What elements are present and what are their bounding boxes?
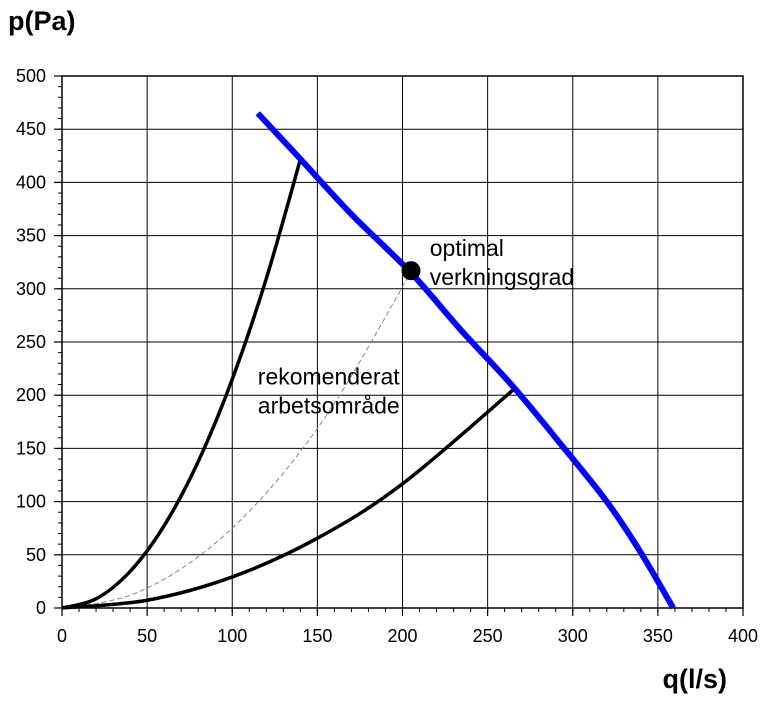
annotation-line: optimal bbox=[430, 235, 504, 261]
y-tick-label: 350 bbox=[16, 226, 46, 246]
y-tick-label: 400 bbox=[16, 172, 46, 192]
y-tick-label: 150 bbox=[16, 438, 46, 458]
series-line-system-curve-upper bbox=[61, 159, 303, 610]
y-tick-label: 300 bbox=[16, 279, 46, 299]
x-tick-label: 50 bbox=[137, 626, 157, 646]
y-axis-title: p(Pa) bbox=[8, 6, 76, 36]
y-tick-label: 0 bbox=[36, 598, 46, 618]
series-layer bbox=[61, 111, 676, 610]
series-line-fan-curve bbox=[255, 111, 676, 610]
x-tick-label: 400 bbox=[728, 626, 758, 646]
x-tick-label: 100 bbox=[217, 626, 247, 646]
annotations: optimal verkningsgrad rekomenderat arbetsom… bbox=[258, 235, 574, 419]
point-layer bbox=[401, 261, 421, 281]
y-tick-label: 50 bbox=[26, 545, 46, 565]
x-tick-label: 250 bbox=[473, 626, 503, 646]
y-tick-label: 450 bbox=[16, 119, 46, 139]
annotation-line: arbetsområde bbox=[258, 393, 400, 419]
annotation-line: verkningsgrad bbox=[430, 264, 574, 290]
series-line-system-curve-optimal bbox=[61, 271, 412, 609]
x-axis-title: q(l/s) bbox=[663, 664, 728, 694]
y-tick-label: 200 bbox=[16, 385, 46, 405]
grid bbox=[61, 75, 744, 609]
x-tick-label: 0 bbox=[57, 626, 67, 646]
x-tick-label: 200 bbox=[387, 626, 417, 646]
tick-labels: 0 50 100 150 200 250 300 350 400 0 50 100 150 200 250 3… bbox=[16, 66, 758, 646]
y-tick-label: 500 bbox=[16, 66, 46, 86]
x-tick-label: 300 bbox=[558, 626, 588, 646]
y-tick-label: 100 bbox=[16, 492, 46, 512]
series-line-system-curve-lower bbox=[61, 387, 516, 610]
annotation-0: optimal verkningsgrad bbox=[430, 235, 574, 290]
y-tick-label: 250 bbox=[16, 332, 46, 352]
annotation-1: rekomenderat arbetsområde bbox=[258, 364, 401, 419]
plot-frame bbox=[61, 75, 744, 609]
x-tick-label: 350 bbox=[643, 626, 673, 646]
x-tick-label: 150 bbox=[302, 626, 332, 646]
optimal-point-marker bbox=[401, 261, 421, 281]
annotation-line: rekomenderat bbox=[258, 364, 401, 390]
